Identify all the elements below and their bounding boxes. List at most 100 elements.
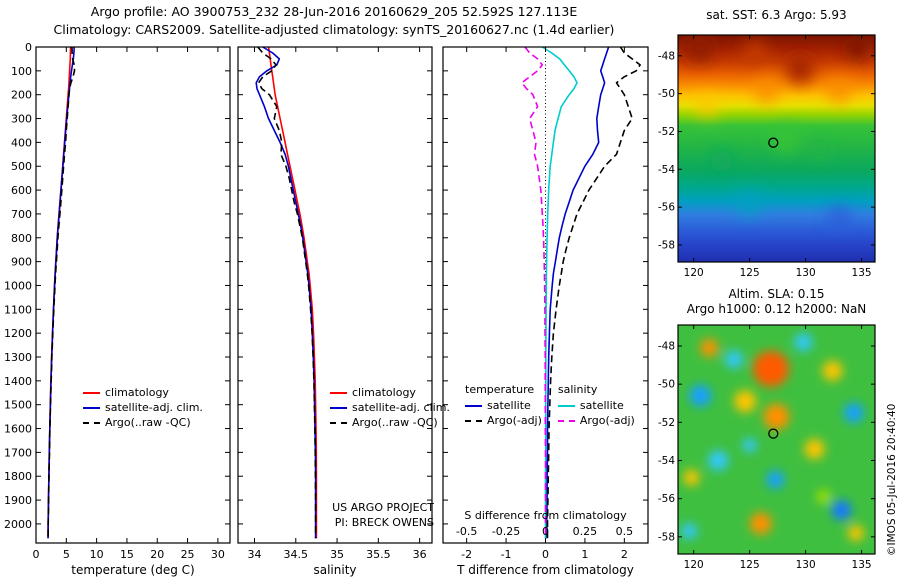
- legend-label: satellite: [487, 399, 531, 412]
- svg-text:130: 130: [796, 267, 816, 279]
- svg-text:temperature (deg C): temperature (deg C): [71, 563, 194, 577]
- svg-text:1600: 1600: [4, 423, 32, 436]
- svg-text:-0.25: -0.25: [492, 525, 520, 538]
- legend-label: Argo(-adj): [487, 414, 542, 427]
- satellite-adj-line-sample: [330, 406, 347, 409]
- difference-profile-panel: -2 -1 0 1 2 T difference from climatology S di…: [442, 46, 649, 577]
- svg-text:1: 1: [581, 548, 588, 561]
- svg-text:S difference from climatology: S difference from climatology: [464, 509, 627, 522]
- legend-label: satellite-adj. clim.: [352, 401, 450, 414]
- svg-text:-54: -54: [658, 164, 675, 176]
- svg-text:34: 34: [248, 548, 262, 561]
- legend-item: Argo(..raw -QC): [330, 415, 450, 430]
- legend-label: climatology: [352, 386, 416, 399]
- sla-map-subtitle: Argo h1000: 0.12 h2000: NaN: [686, 302, 867, 316]
- s-argo-line-sample: [557, 419, 575, 422]
- svg-text:900: 900: [11, 256, 32, 269]
- climatology-line-sample: [83, 391, 100, 394]
- sst-map-title: sat. SST: 6.3 Argo: 5.93: [706, 8, 847, 22]
- sst-map: 120 125 130 135 -48 -50 -52 -54 -56 -58: [658, 34, 876, 279]
- svg-text:120: 120: [684, 267, 704, 279]
- legend-label: climatology: [105, 386, 169, 399]
- svg-text:-50: -50: [658, 379, 675, 391]
- svg-text:35.5: 35.5: [366, 548, 391, 561]
- svg-text:20: 20: [150, 548, 164, 561]
- svg-text:0: 0: [25, 41, 32, 54]
- svg-text:400: 400: [11, 136, 32, 149]
- s-satellite-line-sample: [557, 404, 575, 407]
- svg-text:-52: -52: [658, 417, 675, 429]
- legend-header: salinity: [557, 383, 598, 396]
- legend-item: climatology: [83, 385, 203, 400]
- legend-item: Argo(-adj): [557, 413, 635, 428]
- svg-text:1400: 1400: [4, 375, 32, 388]
- svg-text:-48: -48: [658, 50, 675, 62]
- climatology-line-sample: [330, 391, 347, 394]
- svg-text:-50: -50: [658, 88, 675, 100]
- svg-text:-56: -56: [658, 493, 675, 505]
- svg-text:15: 15: [120, 548, 134, 561]
- salinity-profile-panel: 34 34.5 35 35.5 36 salinity: [237, 46, 433, 577]
- svg-text:135: 135: [852, 559, 872, 571]
- svg-text:2000: 2000: [4, 518, 32, 531]
- svg-text:0.25: 0.25: [573, 525, 598, 538]
- figure-title: Argo profile: AO 3900753_232 28-Jun-2016…: [90, 4, 578, 19]
- svg-text:100: 100: [11, 65, 32, 78]
- project-credit: US ARGO PROJECT PI: BRECK OWENS: [322, 500, 434, 530]
- svg-text:T difference from climatology: T difference from climatology: [456, 563, 634, 577]
- svg-text:1100: 1100: [4, 303, 32, 316]
- svg-text:1200: 1200: [4, 327, 32, 340]
- svg-text:0: 0: [542, 525, 549, 538]
- legend-label: Argo(..raw -QC): [352, 416, 438, 429]
- svg-text:1800: 1800: [4, 470, 32, 483]
- svg-text:0: 0: [542, 548, 549, 561]
- svg-text:0: 0: [33, 548, 40, 561]
- svg-text:130: 130: [796, 559, 816, 571]
- legend-label: satellite: [579, 399, 624, 412]
- legend-item: satellite: [557, 398, 635, 413]
- svg-text:300: 300: [11, 113, 32, 126]
- svg-text:30: 30: [211, 548, 225, 561]
- legend-label: Argo(-adj): [579, 414, 635, 427]
- project-name: US ARGO PROJECT: [332, 501, 434, 514]
- svg-text:5: 5: [63, 548, 70, 561]
- svg-text:800: 800: [11, 232, 32, 245]
- temperature-profile-panel: 0 5 10 15 20 25 300100200300400500600700800900…: [4, 41, 231, 577]
- svg-text:-2: -2: [461, 548, 472, 561]
- legend-item: Argo(..raw -QC): [83, 415, 203, 430]
- svg-text:-1: -1: [501, 548, 512, 561]
- difference-legend-salinity-column: salinity satellite Argo(-adj): [557, 383, 635, 428]
- svg-text:135: 135: [852, 267, 872, 279]
- legend-item: satellite-adj. clim.: [330, 400, 450, 415]
- legend-item: satellite: [465, 398, 542, 413]
- legend-item: satellite-adj. clim.: [83, 400, 203, 415]
- legend-item: Argo(-adj): [465, 413, 542, 428]
- legend-label: Argo(..raw -QC): [105, 416, 191, 429]
- svg-text:125: 125: [740, 267, 760, 279]
- svg-text:-48: -48: [658, 340, 675, 352]
- svg-text:-54: -54: [658, 455, 675, 467]
- t-argo-line-sample: [465, 419, 482, 422]
- svg-text:-56: -56: [658, 202, 675, 214]
- svg-text:-0.5: -0.5: [456, 525, 477, 538]
- svg-text:-58: -58: [658, 531, 675, 543]
- sla-map-title: Altim. SLA: 0.15: [728, 287, 825, 301]
- svg-text:25: 25: [181, 548, 195, 561]
- salinity-legend: climatology satellite-adj. clim. Argo(..…: [330, 385, 450, 430]
- svg-text:500: 500: [11, 160, 32, 173]
- figure-subtitle: Climatology: CARS2009. Satellite-adjuste…: [53, 22, 615, 37]
- svg-text:10: 10: [90, 548, 104, 561]
- temperature-legend: climatology satellite-adj. clim. Argo(..…: [83, 385, 203, 430]
- sla-map: 120 125 130 135 -48 -50 -52 -54 -56 -58: [658, 324, 876, 571]
- svg-text:2: 2: [621, 548, 628, 561]
- svg-text:1000: 1000: [4, 279, 32, 292]
- svg-text:120: 120: [684, 559, 704, 571]
- svg-text:34.5: 34.5: [284, 548, 309, 561]
- legend-label: satellite-adj. clim.: [105, 401, 203, 414]
- difference-legend-temperature-column: temperature satellite Argo(-adj): [465, 383, 542, 428]
- svg-text:1700: 1700: [4, 446, 32, 459]
- svg-text:-58: -58: [658, 239, 675, 251]
- svg-text:36: 36: [413, 548, 427, 561]
- svg-text:1900: 1900: [4, 494, 32, 507]
